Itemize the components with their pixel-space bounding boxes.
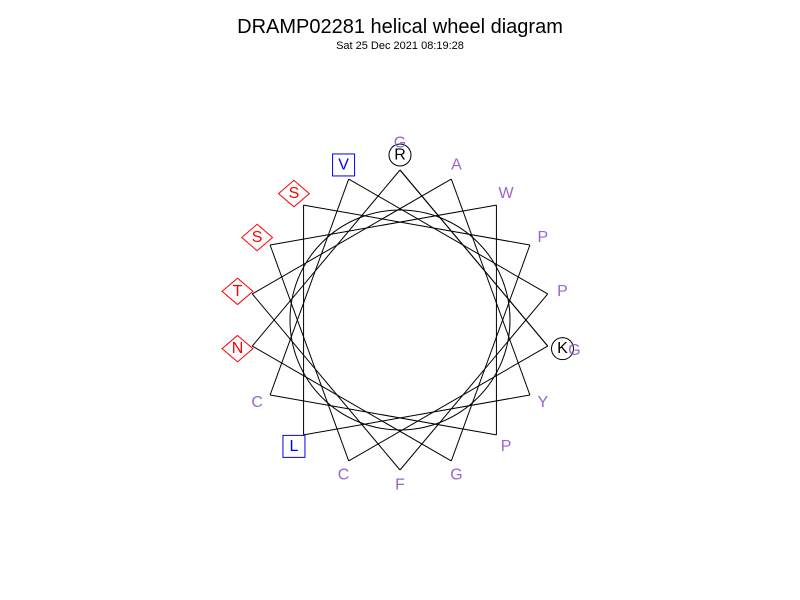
residue-2: C	[338, 467, 350, 484]
residue-8: P	[557, 283, 568, 300]
svg-text:S: S	[252, 229, 263, 246]
residue-9: F	[395, 477, 405, 494]
svg-text:W: W	[499, 185, 515, 202]
residue-4: W	[499, 185, 515, 202]
residue-14: S	[279, 180, 310, 206]
residue-13: L	[283, 435, 305, 457]
svg-text:P: P	[501, 438, 512, 455]
svg-text:F: F	[395, 477, 405, 494]
svg-text:Y: Y	[538, 394, 549, 411]
helical-wheel-svg: RKCSWPCVPFTAYLSPGNGG	[0, 0, 800, 600]
svg-text:C: C	[338, 467, 350, 484]
svg-text:A: A	[451, 156, 462, 173]
residue-6: C	[251, 394, 263, 411]
svg-text:G: G	[568, 342, 580, 359]
residue-12: Y	[538, 394, 549, 411]
residue-11: A	[451, 156, 462, 173]
residue-15: P	[538, 229, 549, 246]
residue-10: T	[222, 278, 253, 304]
diagram-container: DRAMP02281 helical wheel diagram Sat 25 …	[0, 0, 800, 600]
svg-text:K: K	[557, 340, 568, 357]
svg-text:G: G	[450, 467, 462, 484]
svg-text:L: L	[289, 438, 298, 455]
residue-17: N	[222, 335, 253, 361]
svg-text:T: T	[233, 283, 243, 300]
residue-5: P	[501, 438, 512, 455]
svg-text:P: P	[538, 229, 549, 246]
svg-text:P: P	[557, 283, 568, 300]
svg-text:N: N	[232, 340, 244, 357]
svg-text:C: C	[251, 394, 263, 411]
residue-18: G	[394, 135, 406, 152]
residue-16: G	[450, 467, 462, 484]
residue-7: V	[333, 154, 355, 176]
residue-3: S	[242, 224, 273, 250]
svg-text:G: G	[394, 135, 406, 152]
svg-text:S: S	[289, 185, 300, 202]
residue-19: G	[568, 342, 580, 359]
svg-text:V: V	[338, 156, 349, 173]
